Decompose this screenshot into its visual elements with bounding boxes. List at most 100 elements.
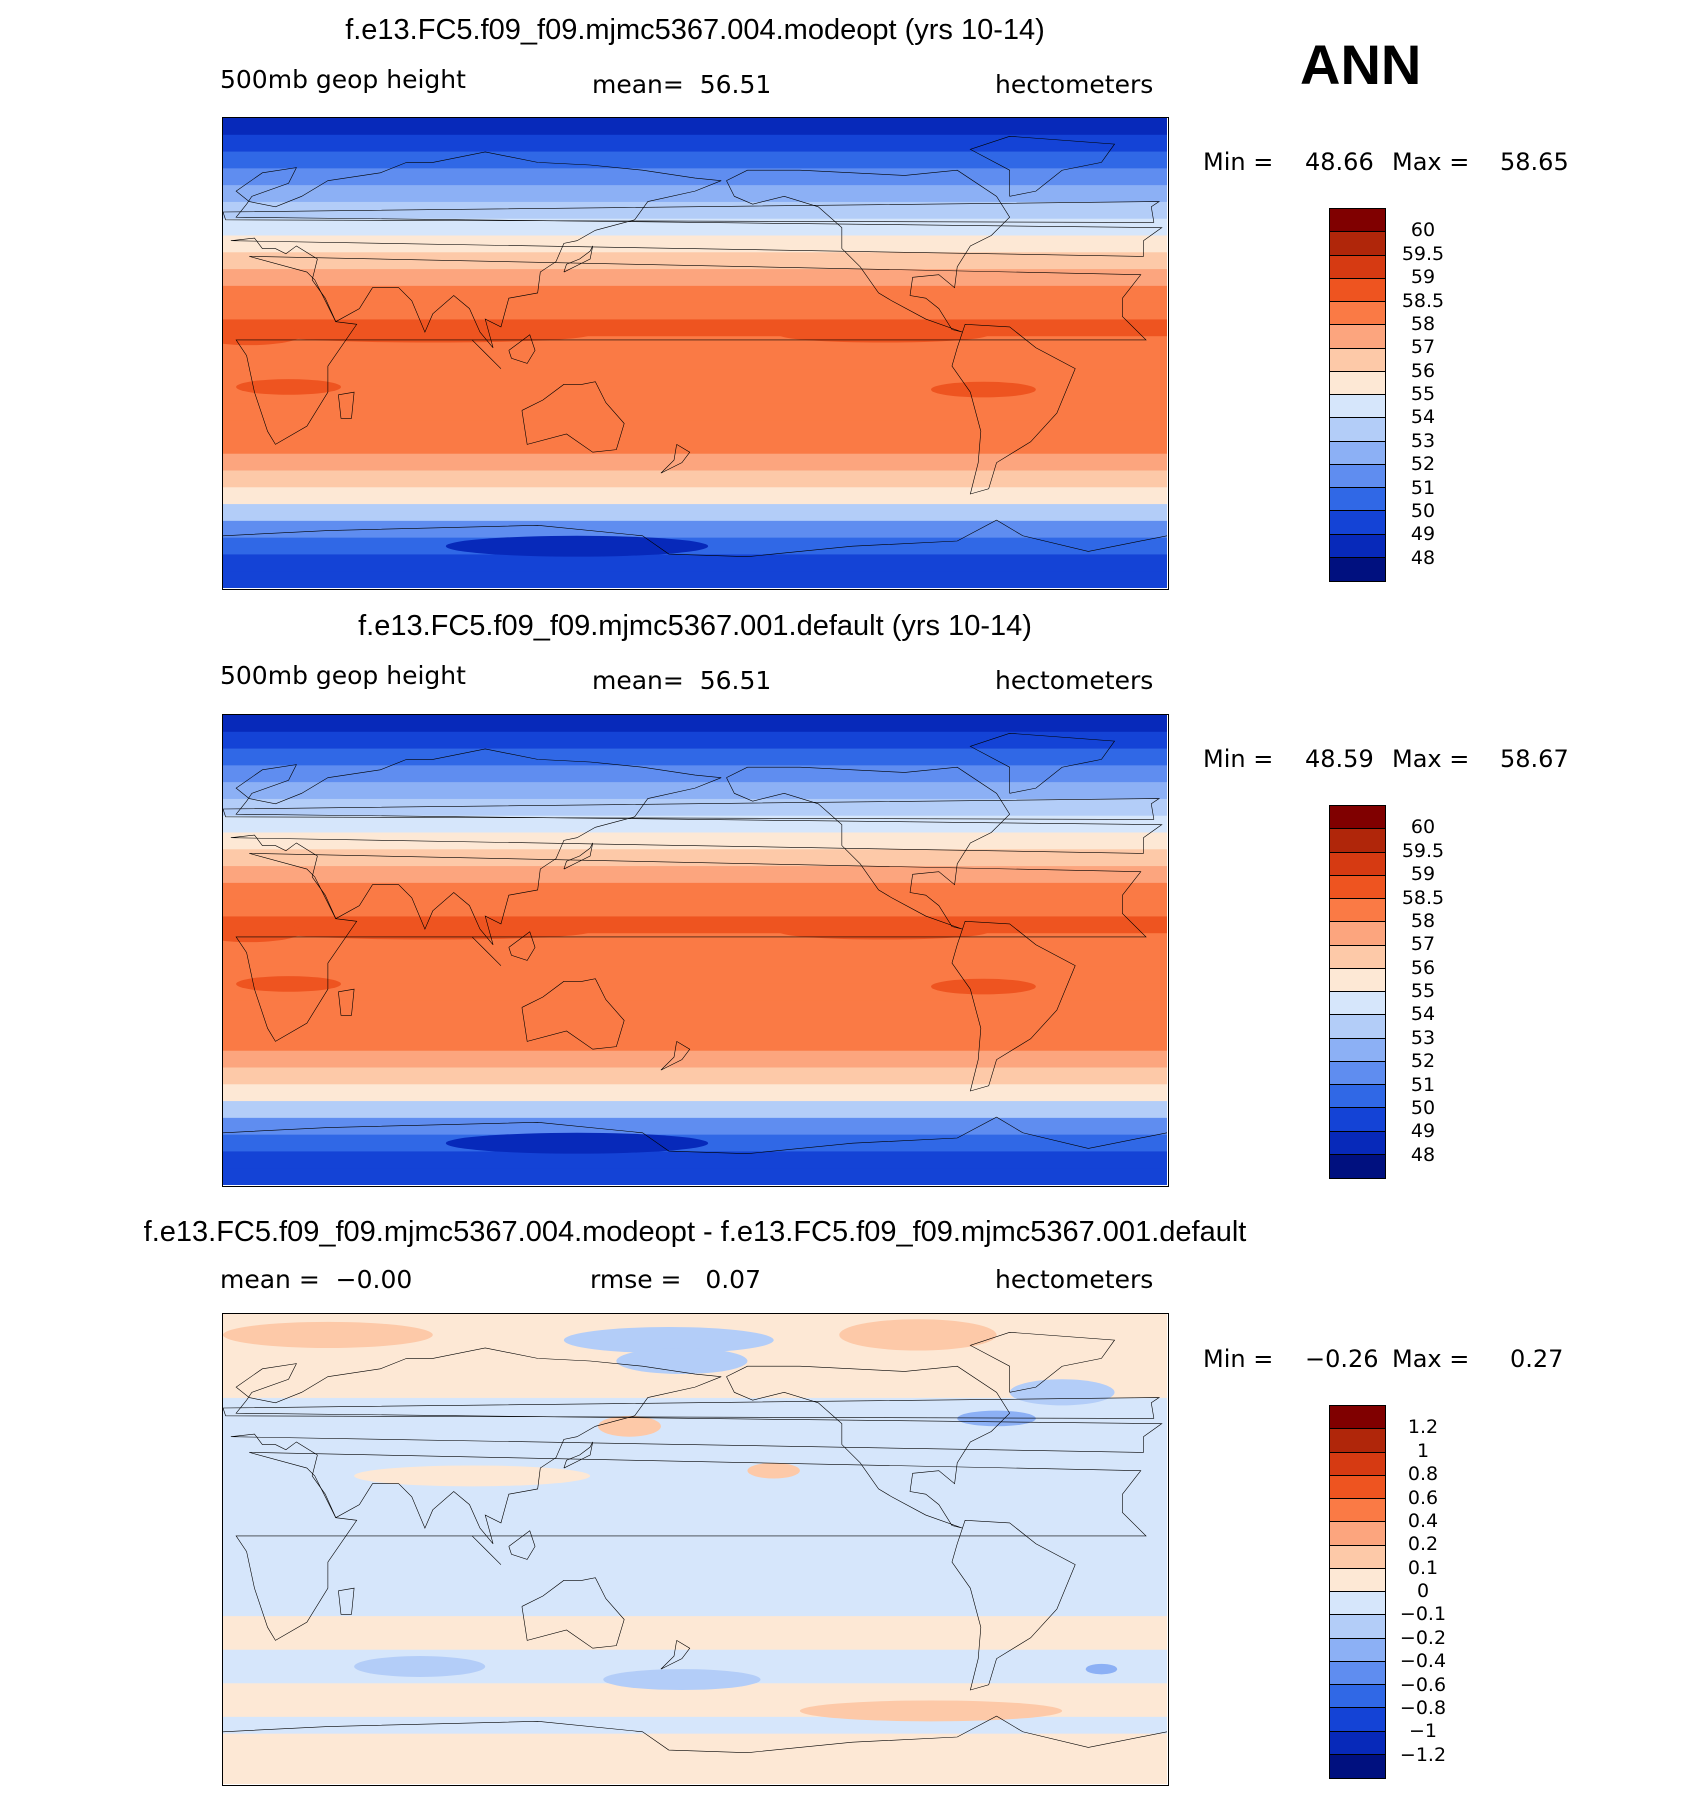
- field-anomaly: [603, 1669, 761, 1690]
- colorbar-label: 53: [1410, 1026, 1436, 1049]
- coastline: [223, 1117, 1167, 1154]
- colorbar-label: 48: [1410, 1143, 1436, 1166]
- coastline: [231, 1348, 1162, 1544]
- coastline: [726, 170, 1009, 332]
- colorbar-segment: [1330, 232, 1385, 256]
- field-band: [223, 748, 1167, 767]
- coastline: [338, 1588, 354, 1614]
- colorbar-segment: [1330, 418, 1385, 442]
- panel-2-colorbar: [1329, 805, 1386, 1179]
- field-band: [223, 571, 1167, 588]
- coastline: [661, 1041, 690, 1070]
- field-anomaly: [616, 1347, 748, 1375]
- colorbar-label: −0.8: [1399, 1696, 1447, 1719]
- panel-3-mean: mean = −0.00: [220, 1265, 413, 1294]
- field-band: [223, 504, 1167, 522]
- field-band: [223, 1549, 1167, 1567]
- coastline: [952, 1520, 1075, 1690]
- field-band: [223, 782, 1167, 800]
- colorbar-label: 0.6: [1407, 1486, 1439, 1509]
- field-band: [223, 1481, 1167, 1500]
- field-band: [223, 765, 1167, 784]
- field-band: [223, 715, 1167, 733]
- coastline: [338, 392, 354, 418]
- colorbar-label: 54: [1410, 406, 1436, 429]
- coastline: [223, 799, 1159, 820]
- colorbar-label: 49: [1410, 1120, 1436, 1143]
- coastline: [970, 733, 1114, 793]
- field-anomaly: [747, 1462, 800, 1479]
- field-band: [223, 554, 1167, 573]
- field-band: [223, 1632, 1167, 1651]
- coastline: [970, 136, 1114, 196]
- colorbar-segment: [1330, 1522, 1385, 1546]
- field-band: [223, 1448, 1167, 1467]
- colorbar-label: 0.2: [1407, 1533, 1439, 1556]
- field-band: [223, 1414, 1167, 1433]
- colorbar-label: −1: [1408, 1720, 1437, 1743]
- field-anomaly: [1085, 1663, 1118, 1675]
- colorbar-segment: [1330, 1661, 1385, 1685]
- field-band: [223, 134, 1167, 153]
- colorbar-label: 51: [1410, 476, 1436, 499]
- field-band: [223, 168, 1167, 187]
- field-band: [223, 832, 1167, 851]
- field-band: [223, 983, 1167, 1002]
- field-band: [223, 369, 1167, 388]
- field-band: [223, 520, 1167, 539]
- field-anomaly: [275, 923, 591, 940]
- colorbar-segment: [1330, 534, 1385, 558]
- field-band: [223, 1101, 1167, 1119]
- field-band: [223, 201, 1167, 220]
- colorbar-label: 58.5: [1401, 289, 1445, 312]
- field-band: [223, 470, 1167, 489]
- field-band: [223, 815, 1167, 834]
- colorbar-label: 1: [1416, 1439, 1430, 1462]
- field-band: [223, 453, 1167, 472]
- field-anomaly: [223, 1321, 433, 1348]
- colorbar-label: 57: [1410, 933, 1436, 956]
- field-band: [223, 1151, 1167, 1170]
- colorbar-label: 52: [1410, 1050, 1436, 1073]
- panel-1-min-label: Min =: [1203, 148, 1274, 176]
- colorbar-segment: [1330, 829, 1385, 853]
- coastline: [472, 1536, 501, 1565]
- colorbar-segment: [1330, 441, 1385, 465]
- colorbar-segment: [1330, 1108, 1385, 1132]
- panel-3-colorbar: [1329, 1405, 1386, 1779]
- field-band: [223, 1582, 1167, 1601]
- field-anomaly: [778, 923, 989, 940]
- colorbar-segment: [1330, 1754, 1385, 1778]
- coastline: [726, 1366, 1009, 1528]
- colorbar-segment: [1330, 1085, 1385, 1109]
- field-anomaly: [275, 326, 591, 343]
- field-band: [223, 849, 1167, 868]
- panel-3-min-label: Min =: [1203, 1345, 1274, 1373]
- colorbar-segment: [1330, 325, 1385, 349]
- field-band: [223, 866, 1167, 884]
- field-band: [223, 1084, 1167, 1103]
- coastline: [338, 989, 354, 1015]
- colorbar-label: −0.2: [1399, 1626, 1447, 1649]
- field-band: [223, 1431, 1167, 1450]
- panel-2-map: [222, 714, 1169, 1187]
- field-band: [223, 1733, 1167, 1752]
- coastline: [236, 256, 1146, 444]
- colorbar-segment: [1330, 1545, 1385, 1569]
- field-anomaly: [931, 381, 1036, 398]
- field-band: [223, 1168, 1167, 1185]
- colorbar-label: 0: [1416, 1580, 1430, 1602]
- panel-2-max-label: Max =: [1392, 745, 1470, 773]
- panel-1-map: [222, 117, 1169, 590]
- colorbar-label: 60: [1410, 816, 1436, 839]
- field-band: [223, 1498, 1167, 1517]
- colorbar-label: 60: [1410, 219, 1436, 242]
- coastline: [223, 520, 1167, 557]
- colorbar-label: −0.4: [1399, 1650, 1447, 1673]
- field-band: [223, 1397, 1167, 1416]
- field-band: [223, 1565, 1167, 1584]
- field-band: [223, 386, 1167, 405]
- field-band: [223, 1067, 1167, 1086]
- panel-3-units: hectometers: [995, 1265, 1154, 1294]
- coastline: [564, 246, 593, 272]
